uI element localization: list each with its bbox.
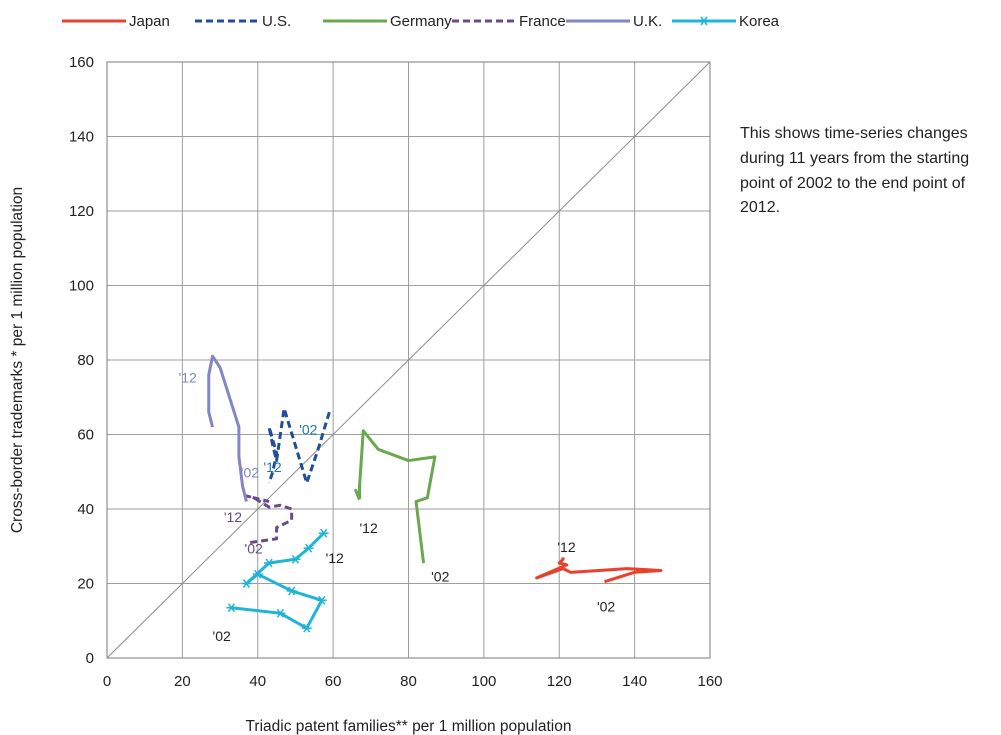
series-line-japan: [535, 557, 663, 584]
data-point-korea: [290, 554, 301, 564]
axis-ticks-group: 0 20 40 60 80 100 120 140 160 0 20 40 60 80 100 120 140 1…: [69, 54, 723, 690]
legend-item-france: France: [452, 13, 566, 30]
legend-label: Japan: [129, 13, 170, 30]
year-label: '02: [245, 541, 263, 557]
x-tick-label: 40: [249, 673, 266, 690]
legend-item-germany: Germany: [323, 13, 452, 30]
series-u-s: [267, 406, 331, 485]
legend-item-japan: Japan: [62, 13, 170, 30]
year-label: '12: [224, 509, 242, 525]
chart-series-group: [207, 354, 663, 633]
year-label: '12: [557, 539, 575, 555]
series-line-u-s: [267, 406, 331, 485]
series-line-u-k: [207, 354, 248, 502]
chart-note: This shows time-series changes during 11…: [740, 125, 970, 217]
y-tick-label: 80: [77, 352, 94, 369]
data-point-korea: [241, 579, 252, 588]
data-point-korea: [226, 603, 237, 613]
y-tick-label: 20: [77, 576, 94, 593]
year-label: '12: [263, 459, 281, 475]
series-line-france: [244, 494, 294, 545]
y-axis-title: Cross-border trademarks * per 1 million …: [9, 187, 26, 533]
y-tick-label: 120: [69, 203, 94, 220]
legend-label: France: [519, 13, 566, 30]
legend-item-u-k: U.K.: [566, 13, 662, 30]
series-france: [244, 494, 294, 545]
series-u-k: [207, 354, 248, 502]
data-point-korea: [318, 528, 329, 538]
series-japan: [535, 557, 663, 584]
legend-label: Korea: [739, 13, 780, 30]
data-point-korea: [316, 595, 327, 605]
data-point-korea: [301, 623, 312, 633]
y-tick-label: 40: [77, 501, 94, 518]
diagonal-line: [106, 61, 711, 659]
legend-label: U.S.: [262, 13, 291, 30]
data-point-korea: [275, 608, 286, 618]
x-tick-label: 60: [325, 673, 342, 690]
x-tick-label: 20: [174, 673, 191, 690]
year-label: '02: [299, 422, 317, 438]
year-label: '02: [597, 598, 615, 614]
y-tick-label: 60: [77, 427, 94, 444]
year-label: '02: [431, 569, 449, 585]
y-tick-label: 0: [86, 650, 94, 667]
x-tick-label: 80: [400, 673, 417, 690]
legend-item-u-s: U.S.: [195, 13, 291, 30]
year-label: '12: [179, 369, 197, 385]
legend-label: U.K.: [633, 13, 662, 30]
legend-marker: [699, 16, 709, 26]
legend-item-korea: Korea: [672, 13, 780, 30]
legend-label: Germany: [390, 13, 452, 30]
series-line-germany: [354, 429, 437, 564]
year-label: '12: [326, 550, 344, 566]
x-axis-title: Triadic patent families** per 1 million …: [246, 718, 572, 735]
x-tick-label: 120: [547, 673, 572, 690]
x-tick-label: 160: [697, 673, 722, 690]
year-label: '02: [241, 464, 259, 480]
x-tick-label: 100: [471, 673, 496, 690]
series-korea: [226, 528, 329, 633]
series-germany: [354, 429, 437, 564]
point-labels-group: '12'02'02'12'12'02'02'12'12'02'12'02: [179, 369, 616, 644]
y-tick-label: 160: [69, 54, 94, 71]
x-tick-label: 140: [622, 673, 647, 690]
plot-frame: [106, 61, 711, 659]
data-point-korea: [252, 569, 263, 579]
data-point-korea: [264, 558, 275, 568]
x-tick-label: 0: [103, 673, 111, 690]
y-tick-label: 140: [69, 129, 94, 146]
diagonal-reference-line: [106, 61, 711, 659]
year-label: '12: [360, 520, 378, 536]
data-point-korea: [286, 586, 297, 596]
data-point-korea: [303, 543, 314, 553]
chart-legend: Japan U.S. Germany France U.K. Korea: [62, 13, 780, 30]
year-label: '02: [213, 628, 231, 644]
y-tick-label: 100: [69, 278, 94, 295]
